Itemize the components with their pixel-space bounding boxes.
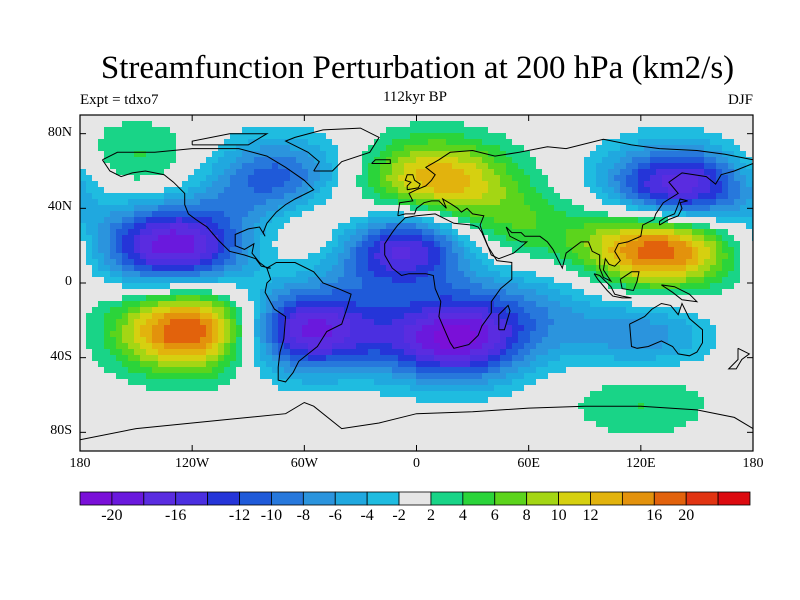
coastline-greenland [284, 127, 380, 172]
x-tick-label: 180 [69, 456, 91, 471]
y-tick-label: 0 [65, 274, 72, 289]
coastline-uk [404, 174, 421, 191]
coastline-australia [629, 302, 703, 357]
contour-field [80, 115, 753, 451]
coastline-eurasia [397, 138, 753, 283]
coastline-iceland [371, 159, 391, 164]
colorbar-swatch [334, 491, 368, 506]
coastline-new-zealand [727, 347, 751, 370]
coastline-north-america [101, 148, 315, 269]
colorbar-label: 8 [522, 507, 531, 524]
coastline-arctic-islands [191, 133, 269, 146]
colorbar-swatch [717, 491, 751, 506]
y-tick-label: 40N [47, 199, 72, 215]
experiment-label: Expt = tdxo7 [80, 92, 159, 108]
colorbar-swatch [494, 491, 528, 506]
colorbar-label: 10 [550, 507, 567, 524]
colorbar-label: -20 [101, 507, 123, 524]
x-tick-label: 0 [413, 456, 420, 471]
colorbar-swatch [398, 491, 432, 506]
colorbar-swatch [79, 491, 113, 506]
season-label: DJF [727, 92, 753, 108]
coastline-south-america [264, 262, 352, 383]
y-tick-label: 80N [47, 124, 72, 140]
coastline-new-guinea [661, 284, 699, 303]
colorbar-swatch [111, 491, 145, 506]
colorbar-label: -16 [165, 507, 187, 524]
x-tick-label: 120E [626, 456, 656, 471]
colorbar-label: 6 [490, 507, 499, 524]
coastline-madagascar [498, 304, 511, 331]
figure-title: Streamfunction Perturbation at 200 hPa (… [100, 50, 735, 86]
colorbar-label: 2 [426, 507, 435, 524]
colorbar-swatch [143, 491, 177, 506]
coastline-japan [659, 198, 688, 226]
coastline-indonesia [593, 273, 632, 299]
coastline-antarctica [80, 401, 753, 441]
colorbar-label: -10 [260, 507, 283, 524]
colorbar-label: -2 [392, 507, 406, 524]
period-label: 112kyr BP [382, 89, 448, 105]
colorbar-swatch [366, 491, 400, 506]
colorbar-swatch [526, 491, 559, 506]
colorbar-label: -12 [228, 507, 251, 524]
colorbar-swatch [590, 491, 623, 506]
coastline-borneo [619, 271, 640, 292]
colorbar-swatch [239, 491, 272, 506]
colorbar-label: 4 [458, 507, 467, 524]
colorbar-swatch [558, 491, 591, 506]
x-tick-label: 120W [175, 456, 210, 471]
colorbar-swatch [462, 491, 496, 506]
colorbar-swatch [302, 491, 336, 506]
colorbar-label: 16 [646, 507, 663, 524]
coastline-africa [384, 213, 513, 349]
x-tick-label: 180 [742, 456, 764, 471]
colorbar-swatch [430, 491, 464, 506]
colorbar-swatch [621, 491, 655, 506]
y-tick-label: 80S [50, 423, 72, 439]
colorbar-label: -6 [328, 507, 342, 524]
colorbar-label: -4 [360, 507, 374, 524]
colorbar-swatch [175, 491, 209, 506]
colorbar-label: 20 [678, 507, 695, 524]
x-tick-label: 60W [290, 456, 318, 471]
colorbar-swatch [207, 491, 240, 506]
x-tick-label: 60E [517, 456, 540, 471]
colorbar-swatch [271, 491, 304, 506]
y-tick-label: 40S [50, 348, 72, 364]
colorbar-label: 12 [582, 507, 599, 524]
colorbar-label: -8 [296, 507, 310, 524]
colorbar-swatch [685, 491, 719, 506]
coastlines [80, 127, 753, 441]
colorbar-swatch [653, 491, 687, 506]
